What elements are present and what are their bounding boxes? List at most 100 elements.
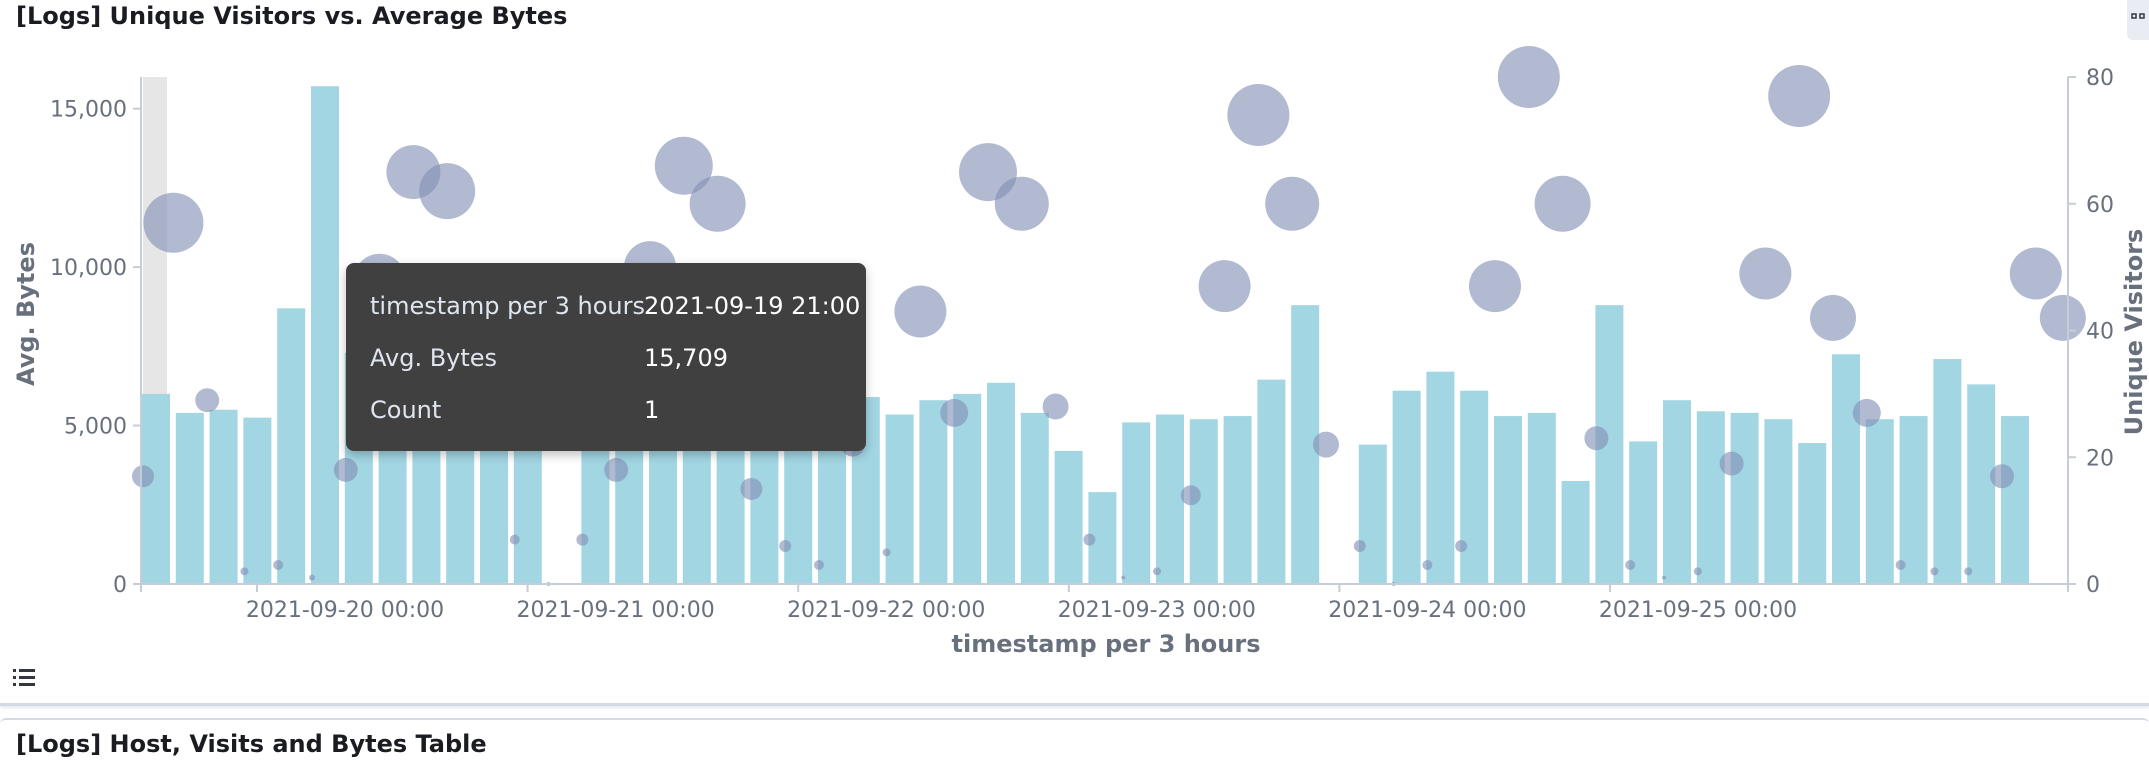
bubble-unique-visitors[interactable] (994, 176, 1049, 231)
bar-avg-bytes[interactable] (1967, 384, 1996, 584)
bar-avg-bytes[interactable] (1832, 354, 1860, 584)
bar-avg-bytes[interactable] (2001, 416, 2029, 584)
bubble-unique-visitors[interactable] (333, 457, 358, 482)
bar-avg-bytes[interactable] (1054, 450, 1083, 584)
panel-title: [Logs] Host, Visits and Bytes Table (16, 730, 487, 758)
panel-options-icon[interactable] (2127, 0, 2149, 40)
tooltip-row-timestamp: timestamp per 3 hours2021-09-19 21:00 (370, 280, 860, 332)
bubble-unique-visitors[interactable] (309, 574, 315, 581)
bubble-unique-visitors[interactable] (1693, 567, 1702, 576)
bar-avg-bytes[interactable] (142, 393, 170, 584)
bar-avg-bytes[interactable] (1663, 400, 1691, 584)
bar-avg-bytes[interactable] (1257, 379, 1286, 584)
bar-avg-bytes[interactable] (1561, 481, 1590, 584)
bubble-unique-visitors[interactable] (132, 465, 154, 488)
bar-avg-bytes[interactable] (1696, 411, 1725, 584)
bubble-unique-visitors[interactable] (143, 192, 204, 253)
bar-avg-bytes[interactable] (1122, 422, 1151, 584)
bubble-unique-visitors[interactable] (1353, 539, 1366, 552)
bar-avg-bytes[interactable] (311, 86, 339, 584)
chart-area[interactable]: 0 5,000 10,000 15,000 0 20 40 60 80 2021-09-20 00… (0, 40, 2149, 660)
bubble-unique-visitors[interactable] (273, 559, 284, 570)
bubble-unique-visitors[interactable] (1739, 247, 1792, 300)
bubble-unique-visitors[interactable] (1455, 539, 1468, 552)
bar-avg-bytes[interactable] (987, 382, 1015, 584)
bar-avg-bytes[interactable] (175, 412, 204, 584)
bar-avg-bytes[interactable] (1156, 414, 1184, 584)
x-tick-label: 2021-09-25 00:00 (1599, 598, 1797, 623)
bar-avg-bytes[interactable] (1223, 416, 1252, 584)
tooltip-key: Count (370, 396, 442, 424)
bubble-unique-visitors[interactable] (1180, 485, 1201, 506)
bubble-unique-visitors[interactable] (1895, 559, 1906, 570)
bar-avg-bytes[interactable] (1764, 419, 1793, 584)
bar-avg-bytes[interactable] (1933, 359, 1962, 584)
bar-avg-bytes[interactable] (1460, 390, 1489, 584)
bubble-unique-visitors[interactable] (1469, 260, 1521, 313)
y2-tick-label: 60 (2086, 193, 2114, 218)
bubble-unique-visitors[interactable] (195, 388, 220, 413)
bar-avg-bytes[interactable] (919, 400, 948, 584)
bubble-unique-visitors[interactable] (1497, 46, 1560, 108)
bubble-unique-visitors[interactable] (1313, 431, 1339, 458)
bar-avg-bytes[interactable] (1865, 419, 1894, 584)
bubble-unique-visitors[interactable] (654, 136, 713, 195)
bubble-unique-visitors[interactable] (1265, 176, 1320, 231)
bar-avg-bytes[interactable] (277, 308, 306, 584)
bubble-unique-visitors[interactable] (1083, 533, 1096, 546)
bubble-unique-visitors[interactable] (940, 398, 969, 427)
bubble-unique-visitors[interactable] (1930, 567, 1939, 576)
bar-avg-bytes[interactable] (1629, 441, 1658, 584)
bar-avg-bytes[interactable] (243, 417, 272, 584)
bubble-unique-visitors[interactable] (814, 559, 824, 570)
bubble-unique-visitors[interactable] (779, 539, 792, 552)
bubble-unique-visitors[interactable] (1852, 398, 1881, 427)
bubble-unique-visitors[interactable] (1422, 559, 1433, 570)
bubble-unique-visitors[interactable] (2009, 247, 2062, 300)
bubble-unique-visitors[interactable] (689, 175, 746, 232)
bar-avg-bytes[interactable] (1426, 371, 1455, 584)
bubble-unique-visitors[interactable] (1584, 426, 1609, 451)
bubble-unique-visitors[interactable] (1121, 575, 1126, 580)
bubble-unique-visitors[interactable] (604, 457, 629, 482)
bar-avg-bytes[interactable] (1494, 416, 1522, 584)
bubble-unique-visitors[interactable] (1227, 84, 1290, 147)
bubble-unique-visitors[interactable] (894, 285, 947, 338)
bar-avg-bytes[interactable] (1020, 412, 1049, 584)
x-tick-label: 2021-09-21 00:00 (516, 598, 714, 623)
tooltip-key: Avg. Bytes (370, 344, 498, 372)
y-tick-label: 0 (113, 573, 127, 598)
legend-toggle-button[interactable] (10, 664, 38, 692)
bubble-unique-visitors[interactable] (1719, 451, 1744, 476)
tooltip-key: timestamp per 3 hours (370, 292, 645, 320)
bubble-unique-visitors[interactable] (1964, 567, 1973, 576)
bar-avg-bytes[interactable] (209, 409, 238, 584)
bar-avg-bytes[interactable] (1899, 416, 1928, 584)
bubble-unique-visitors[interactable] (419, 163, 476, 220)
bubble-unique-visitors[interactable] (1810, 294, 1856, 341)
x-tick-label: 2021-09-23 00:00 (1058, 598, 1256, 623)
bar-avg-bytes[interactable] (1730, 412, 1759, 584)
bubble-unique-visitors[interactable] (1042, 393, 1069, 420)
bubble-unique-visitors[interactable] (1768, 65, 1831, 128)
bar-avg-bytes[interactable] (1358, 444, 1387, 584)
bar-avg-bytes[interactable] (1798, 442, 1827, 584)
bar-avg-bytes[interactable] (1392, 390, 1421, 584)
bubble-unique-visitors[interactable] (576, 533, 589, 546)
bubble-unique-visitors[interactable] (1153, 567, 1161, 576)
bubble-unique-visitors[interactable] (2039, 294, 2086, 341)
bubble-unique-visitors[interactable] (1662, 575, 1666, 580)
bar-avg-bytes[interactable] (1527, 412, 1556, 584)
bubble-unique-visitors[interactable] (1990, 464, 2014, 489)
bubble-unique-visitors[interactable] (1625, 559, 1636, 570)
bubble-unique-visitors[interactable] (740, 477, 763, 500)
bar-avg-bytes[interactable] (885, 414, 914, 584)
visualization-panel: [Logs] Unique Visitors vs. Average Bytes… (0, 0, 2149, 706)
tooltip-row-avg-bytes: Avg. Bytes 15,709 (370, 332, 728, 384)
bubble-unique-visitors[interactable] (240, 567, 249, 576)
tooltip-value: 2021-09-19 21:00 (644, 292, 861, 320)
bubble-unique-visitors[interactable] (882, 548, 891, 557)
bubble-unique-visitors[interactable] (1534, 175, 1591, 232)
bubble-unique-visitors[interactable] (1198, 260, 1251, 313)
bubble-unique-visitors[interactable] (509, 534, 520, 545)
